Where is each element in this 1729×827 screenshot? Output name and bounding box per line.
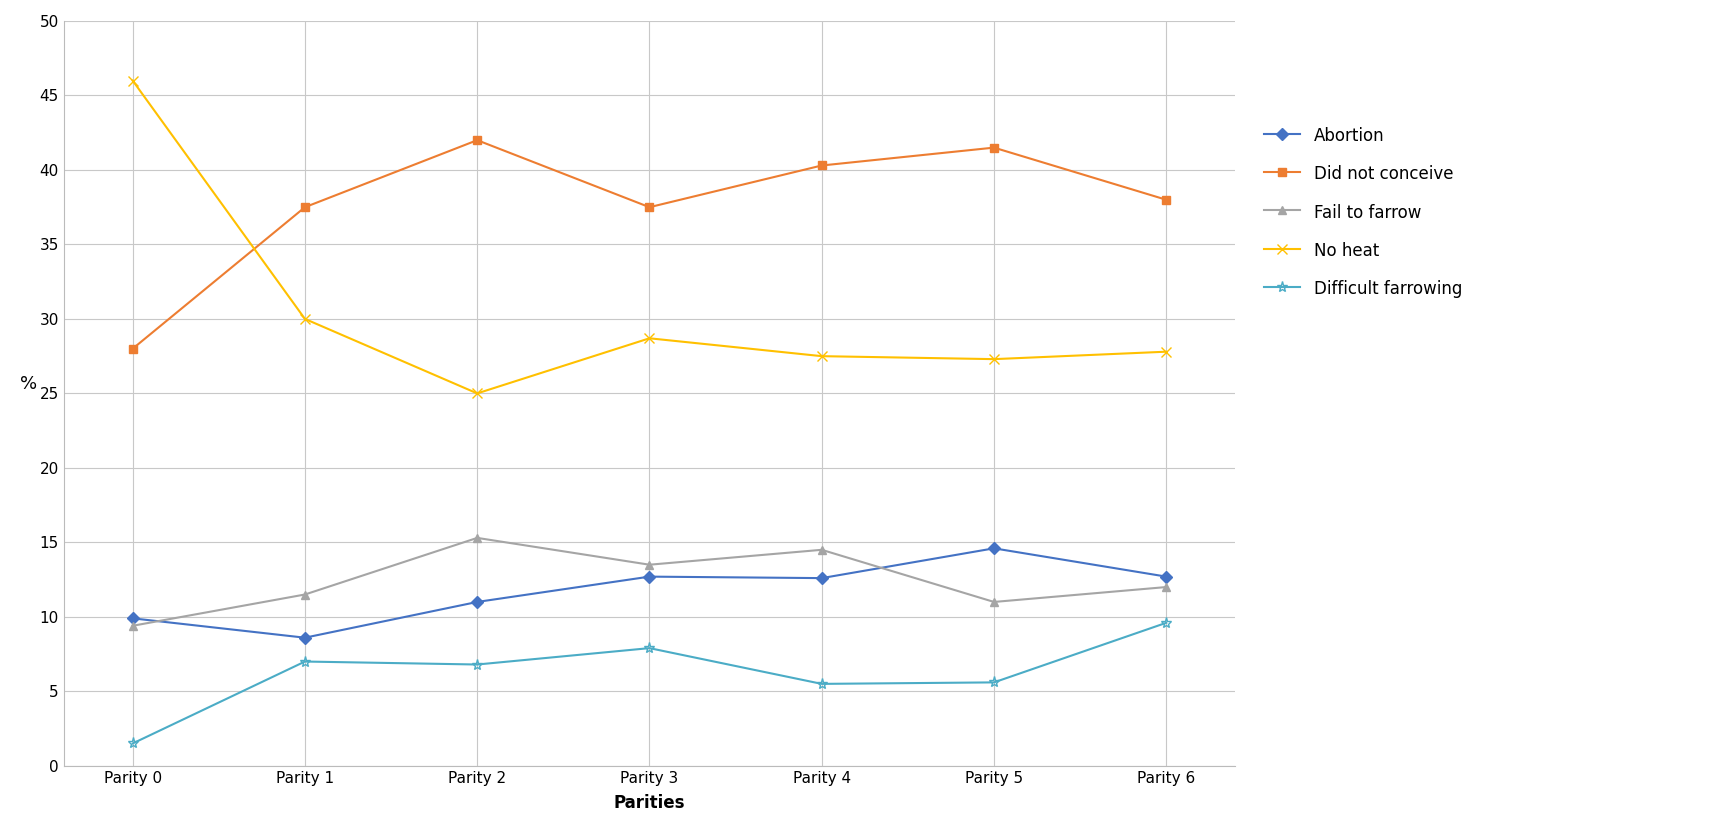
No heat: [123, 75, 144, 85]
No heat: [811, 351, 832, 361]
Fail to farrow: [123, 621, 144, 631]
Difficult farrowing: [640, 643, 660, 653]
Fail to farrow: [640, 560, 660, 570]
No heat: [984, 354, 1005, 364]
Abortion: [294, 633, 315, 643]
Line: Fail to farrow: Fail to farrow: [128, 533, 1171, 630]
Abortion: [811, 573, 832, 583]
Difficult farrowing: [984, 677, 1005, 687]
Y-axis label: %: %: [21, 375, 38, 394]
Abortion: [1157, 571, 1177, 581]
Did not conceive: [811, 160, 832, 170]
No heat: [640, 333, 660, 343]
Difficult farrowing: [123, 739, 144, 748]
Difficult farrowing: [294, 657, 315, 667]
No heat: [467, 389, 488, 399]
Line: Did not conceive: Did not conceive: [128, 136, 1171, 353]
Abortion: [467, 597, 488, 607]
Did not conceive: [984, 142, 1005, 152]
No heat: [1157, 347, 1177, 356]
Line: Abortion: Abortion: [128, 544, 1171, 642]
Fail to farrow: [294, 590, 315, 600]
Did not conceive: [640, 203, 660, 213]
Fail to farrow: [984, 597, 1005, 607]
Fail to farrow: [811, 545, 832, 555]
X-axis label: Parities: Parities: [614, 794, 685, 812]
Legend: Abortion, Did not conceive, Fail to farrow, No heat, Difficult farrowing: Abortion, Did not conceive, Fail to farr…: [1255, 119, 1470, 306]
Did not conceive: [294, 203, 315, 213]
Difficult farrowing: [1157, 618, 1177, 628]
Did not conceive: [1157, 195, 1177, 205]
Difficult farrowing: [467, 660, 488, 670]
Did not conceive: [467, 135, 488, 145]
Line: Difficult farrowing: Difficult farrowing: [128, 617, 1172, 749]
No heat: [294, 314, 315, 324]
Fail to farrow: [1157, 582, 1177, 592]
Abortion: [123, 614, 144, 624]
Fail to farrow: [467, 533, 488, 543]
Abortion: [640, 571, 660, 581]
Line: No heat: No heat: [128, 76, 1171, 399]
Difficult farrowing: [811, 679, 832, 689]
Abortion: [984, 543, 1005, 553]
Did not conceive: [123, 344, 144, 354]
